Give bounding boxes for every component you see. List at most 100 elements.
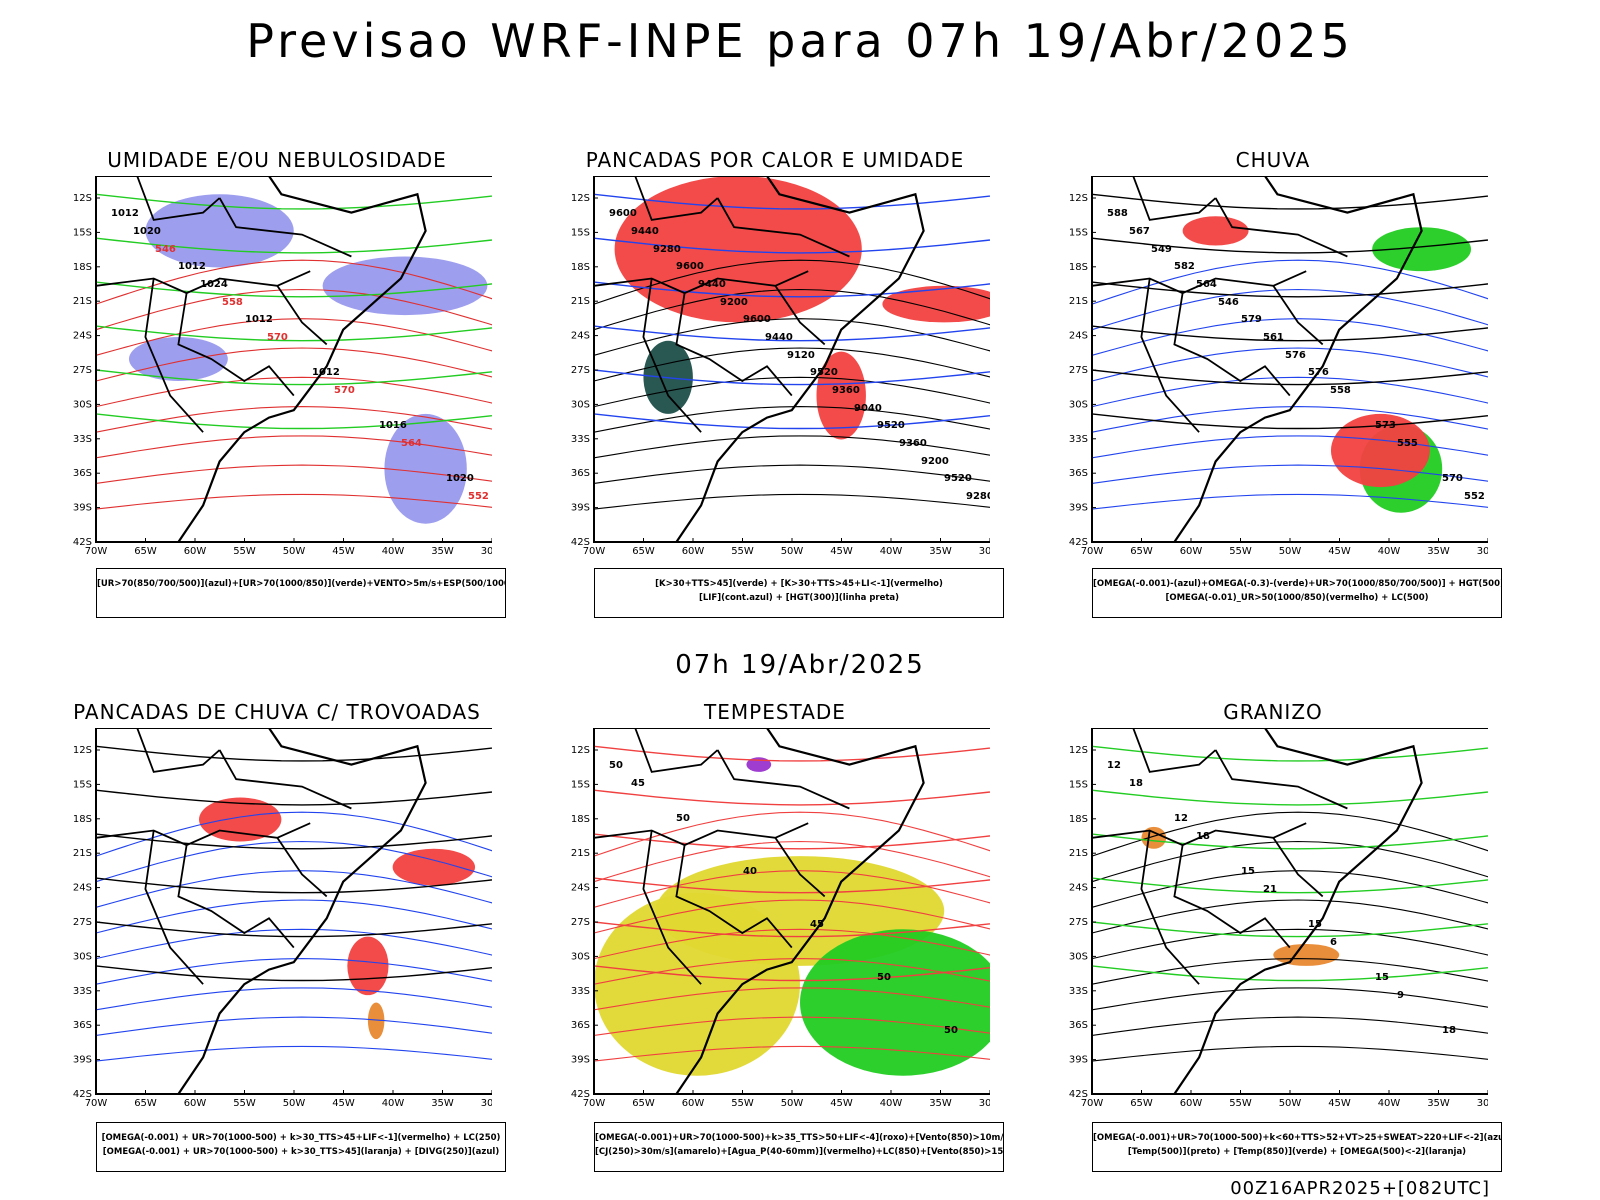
lon-label: 70W — [583, 1098, 606, 1109]
contour-line — [593, 406, 990, 433]
lon-label: 30W — [481, 1098, 492, 1109]
contour-line — [1091, 347, 1488, 382]
contour-line — [593, 899, 990, 934]
lon-label: 35W — [1427, 546, 1450, 557]
contour-label: 9120 — [787, 350, 815, 361]
field-line — [95, 965, 492, 982]
lat-label: 36S — [1069, 1020, 1088, 1031]
contour-label: 9040 — [854, 403, 882, 414]
contour-line — [95, 899, 492, 934]
contour-line — [1091, 318, 1488, 356]
panel-umidade: UMIDADE E/OU NEBULOSIDADE 1012 1012 1012 10… — [62, 148, 506, 618]
lon-label: 40W — [382, 546, 405, 557]
contour-label: 582 — [1174, 261, 1195, 272]
contour-label: 558 — [1330, 385, 1351, 396]
contour-label: 1016 — [379, 420, 407, 431]
contour-label: 9440 — [765, 332, 793, 343]
panel-legend: [OMEGA(-0.001)+UR>70(1000-500)+k<60+TTS>… — [1092, 1122, 1502, 1172]
shaded-area — [816, 351, 866, 440]
panel-chuva: CHUVA 588 582 579 576 573 570 567 564 561 558 555 5… — [1058, 148, 1502, 618]
legend-line: [OMEGA(-0.001)+UR>70(1000-500)+k>35_TTS>… — [595, 1133, 1003, 1143]
lon-label: 50W — [1279, 1098, 1302, 1109]
country-border — [716, 749, 850, 810]
country-border — [1140, 830, 1200, 985]
contour-label: 45 — [631, 778, 645, 789]
lat-label: 21S — [571, 848, 590, 859]
contour-label: 564 — [1196, 279, 1217, 290]
map-frame — [1091, 728, 1488, 1095]
field-line — [1091, 237, 1488, 254]
field-line — [95, 413, 492, 430]
lon-label: 35W — [431, 1098, 454, 1109]
contour-label: 18 — [1442, 1025, 1456, 1036]
map-layer: 12 12 15 15 15 18 18 18 21 6 9 12S 15S 18S 21S 24S 27S 30… — [1069, 728, 1488, 1109]
contour-line — [95, 840, 492, 883]
lat-label: 39S — [1069, 503, 1088, 514]
lat-label: 27S — [73, 917, 92, 928]
field-line — [95, 921, 492, 938]
coastline — [177, 176, 427, 543]
contour-label: 9520 — [810, 367, 838, 378]
contour-label: 9280 — [966, 491, 990, 502]
contour-label: 45 — [810, 919, 824, 930]
map-layer: 50 50 40 45 50 50 45 12S 15S 18S 21S 24S 27S 30S 33S 36… — [571, 728, 990, 1109]
country-border — [642, 830, 702, 985]
map-background — [1092, 728, 1488, 1094]
legend-line: [UR>70(850/700/500)](azul)+[UR>70(1000/8… — [97, 579, 505, 589]
contour-line — [1091, 870, 1488, 908]
field-line — [593, 833, 990, 850]
lat-label: 27S — [1069, 917, 1088, 928]
field-line — [95, 833, 492, 850]
lat-label: 24S — [73, 331, 92, 342]
contour-label: 12 — [1107, 760, 1121, 771]
lon-label: 70W — [1081, 546, 1104, 557]
lat-label: 36S — [1069, 468, 1088, 479]
lon-label: 55W — [233, 1098, 256, 1109]
field-line — [1091, 325, 1488, 342]
contour-line — [95, 987, 492, 1011]
lat-label: 21S — [571, 296, 590, 307]
contour-line — [593, 318, 990, 356]
contour-label: 549 — [1151, 244, 1172, 255]
country-border — [1091, 822, 1307, 847]
country-border — [276, 285, 328, 346]
country-border — [276, 837, 328, 898]
country-border — [136, 176, 221, 221]
lat-label: 15S — [571, 779, 590, 790]
contour-label: 573 — [1375, 420, 1396, 431]
lat-label: 18S — [571, 814, 590, 825]
contour-line — [95, 318, 492, 356]
mid-title: 07h 19/Abr/2025 — [675, 650, 925, 680]
lon-label: 60W — [184, 546, 207, 557]
contour-label: 555 — [1397, 438, 1418, 449]
lat-label: 12S — [1069, 745, 1088, 756]
contour-line — [593, 435, 990, 459]
panel-title: CHUVA — [1235, 148, 1311, 172]
legend-line: [LIF](cont.azul) + [HGT(300)](linha pret… — [698, 593, 900, 603]
lat-label: 12S — [1069, 193, 1088, 204]
panel-title: PANCADAS DE CHUVA C/ TROVOADAS — [73, 700, 481, 724]
lat-label: 12S — [571, 745, 590, 756]
shaded-area — [1372, 227, 1472, 272]
field-line — [95, 877, 492, 894]
contour-label: 15 — [1308, 919, 1322, 930]
field-line — [95, 745, 492, 762]
lat-label: 33S — [73, 434, 92, 445]
contour-line — [95, 1045, 492, 1062]
shaded-area — [1273, 943, 1340, 966]
contour-label: 9440 — [631, 226, 659, 237]
lon-label: 40W — [1378, 1098, 1401, 1109]
legend-line: [K>30+TTS>45](verde) + [K>30+TTS>45+LI<-… — [655, 579, 943, 589]
lat-label: 12S — [571, 193, 590, 204]
country-border — [1214, 197, 1348, 258]
contour-line — [95, 958, 492, 985]
contour-line — [1091, 288, 1488, 331]
contour-label: 1024 — [200, 279, 228, 290]
coastline — [675, 176, 925, 543]
lat-label: 33S — [1069, 434, 1088, 445]
legend-line: [OMEGA(-0.001)-(azul)+OMEGA(-0.3)-(verde… — [1093, 579, 1501, 589]
country-border — [642, 278, 702, 433]
map-background — [96, 728, 492, 1094]
shaded-area — [392, 848, 476, 886]
lat-label: 33S — [1069, 986, 1088, 997]
